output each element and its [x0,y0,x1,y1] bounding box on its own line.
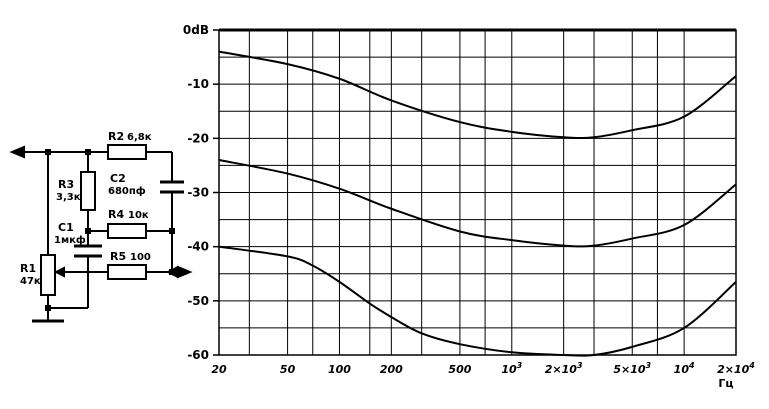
junction-dot [85,228,91,234]
resistor-r5 [107,264,147,280]
y-tick-label: -20 [187,131,209,145]
x-tick-exponent: 3 [517,361,523,370]
label-r3-value: 3,3к [56,192,81,203]
label-r2-name: R2 [108,130,124,143]
label-r4-value: 10к [128,210,149,221]
junction-dot [45,305,51,311]
x-tick-label: 2×104 [717,361,755,376]
series-line-3 [218,159,737,248]
label-r5-value: 100 [130,252,151,263]
label-r1-name: R1 [20,262,36,275]
x-unit-label: Гц [718,377,733,390]
x-tick-label: 104 [674,361,695,376]
resistor-r3 [80,171,96,211]
wiper-arrow-icon [53,266,65,278]
resistor-r2 [107,144,147,160]
junction-dots [45,149,175,311]
x-tick-label: 500 [448,363,471,376]
junction-dot [45,149,51,155]
label-c2-value: 680пф [108,185,146,197]
x-tick-exponent: 3 [577,361,583,370]
label-r2-value: 6,8к [127,132,152,143]
series-line-4 [218,245,737,357]
resistor-r4 [107,223,147,239]
arrow-right-icon [177,265,193,279]
label-r5-name: R5 [110,250,126,263]
label-r4-name: R4 [108,208,124,221]
x-tick-label: 100 [328,363,351,376]
y-tick-label: -10 [187,77,209,91]
x-tick-label: 200 [380,363,403,376]
arrow-left-icon [9,145,25,159]
component-labels: R2 6,8к R3 3,3к C2 680пф R4 10к C1 1мкф … [20,130,152,287]
label-c2-name: C2 [110,172,126,185]
junction-dot [169,269,175,275]
x-tick-exponent: 4 [748,361,755,370]
x-tick-label: 2×103 [545,361,583,376]
label-c1-value: 1мкф [54,234,86,246]
potentiometer-r1 [40,254,56,296]
y-tick-label: -40 [187,240,209,254]
x-tick-exponent: 3 [646,361,652,370]
series-line-2 [218,50,737,140]
y-tick-label: -30 [187,186,209,200]
y-tick-label: 0dB [183,23,209,37]
x-tick-exponent: 4 [688,361,695,370]
label-r3-name: R3 [58,178,74,191]
y-tick-label: -50 [187,294,209,308]
x-tick-label: 20 [211,363,227,376]
y-tick-label: -60 [187,348,209,362]
x-tick-label: 103 [501,361,522,376]
x-tick-label: 50 [280,363,296,376]
junction-dot [85,149,91,155]
label-c1-name: C1 [58,221,74,234]
circuit-schematic [9,144,193,323]
label-r1-value: 47к [20,276,41,287]
junction-dot [169,228,175,234]
x-tick-label: 5×103 [613,361,651,376]
